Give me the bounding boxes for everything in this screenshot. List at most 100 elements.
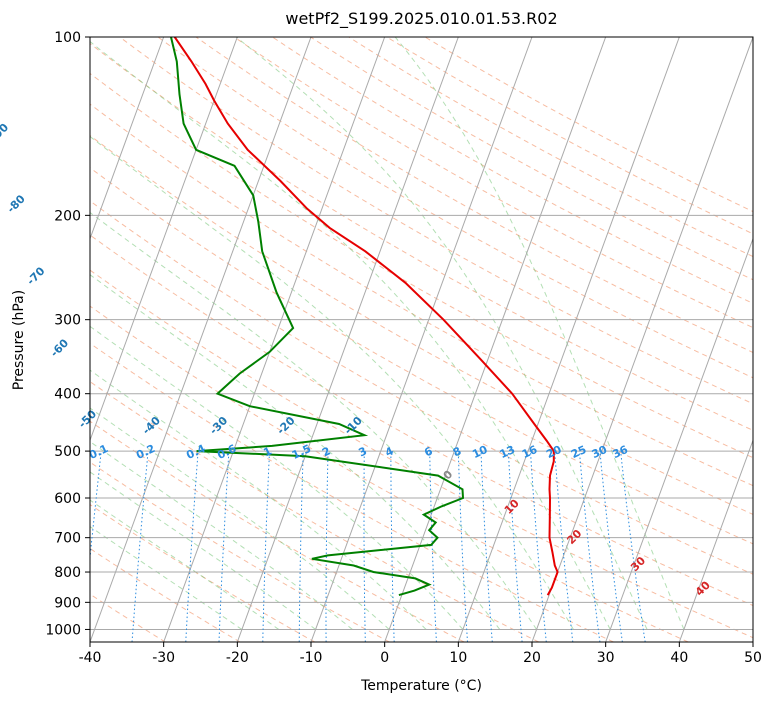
temperature-profile-line — [173, 37, 559, 596]
mixing-ratio-label: 0.4 — [184, 442, 207, 462]
x-tick-label: 20 — [523, 650, 541, 666]
mixing-ratio-label: 3 — [356, 445, 368, 460]
dry-adiabat-label: -90 — [0, 121, 11, 144]
x-tick-label: 30 — [597, 650, 615, 666]
dry-adiabat — [348, 37, 753, 258]
dry-adiabat — [386, 37, 753, 235]
x-tick-label: -10 — [300, 650, 323, 666]
dry-adiabat-label: -40 — [140, 414, 163, 437]
x-tick-label: 0 — [380, 650, 389, 666]
mixing-ratio-label: 30 — [590, 443, 610, 461]
dry-adiabat — [424, 37, 753, 213]
x-tick-label: 50 — [744, 650, 762, 666]
mixing-ratio-line — [529, 451, 547, 642]
moist-adiabat — [90, 40, 611, 630]
isotherm — [163, 37, 386, 642]
y-tick-label: 400 — [54, 387, 81, 403]
y-tick-label: 100 — [54, 30, 81, 46]
mixing-ratio-line — [554, 451, 574, 642]
moist-adiabat — [90, 499, 280, 630]
mixing-ratio-line — [620, 451, 646, 642]
dry-adiabat-label: -80 — [5, 192, 28, 215]
moist-adiabat — [90, 471, 316, 630]
plot-frame — [89, 36, 754, 643]
mixing-ratio-label: 10 — [470, 443, 490, 461]
mixing-ratio-label: 16 — [520, 443, 540, 461]
x-tick-label: 10 — [449, 650, 467, 666]
dry-adiabat — [90, 503, 315, 642]
mixing-ratio-label: 13 — [498, 443, 517, 461]
dry-adiabat — [90, 420, 465, 642]
isotherm — [384, 37, 607, 642]
dry-adiabat — [195, 37, 753, 353]
y-tick-label: 800 — [54, 565, 81, 581]
mixing-ratio-line — [325, 451, 329, 642]
mixing-ratio-label: 2 — [320, 445, 332, 460]
moist-adiabat — [235, 37, 648, 630]
x-tick-label: -30 — [152, 650, 175, 666]
mixing-ratio-line — [429, 451, 437, 642]
mixing-ratio-line — [218, 451, 230, 642]
dry-adiabat — [90, 103, 753, 487]
x-axis-label: Temperature (°C) — [361, 678, 482, 694]
isotherm — [310, 37, 533, 642]
mixing-ratio-label: 0.1 — [87, 442, 110, 462]
mixing-ratio-label: 25 — [569, 443, 588, 461]
moist-adiabat — [90, 407, 390, 630]
isotherm — [605, 237, 753, 642]
dry-adiabat-label: -50 — [76, 407, 99, 430]
y-axis-label: Pressure (hPa) — [11, 289, 27, 391]
y-tick-label: 1000 — [45, 622, 81, 638]
dry-adiabat — [310, 37, 753, 281]
isotherm — [90, 37, 238, 442]
dry-adiabat — [90, 269, 753, 639]
dry-adiabat — [90, 305, 689, 642]
mixing-ratio-line — [507, 451, 523, 642]
y-tick-label: 500 — [54, 444, 81, 460]
isotherm — [90, 37, 312, 642]
isotherm — [236, 37, 459, 642]
x-tick-label: -20 — [226, 650, 249, 666]
dry-adiabat — [119, 37, 753, 405]
y-tick-label: 700 — [54, 531, 81, 547]
dry-adiabat-label: -60 — [48, 336, 71, 359]
chart-title: wetPf2_S199.2025.010.01.53.R02 — [285, 9, 558, 28]
mixing-ratio-line — [262, 451, 270, 642]
dry-adiabat — [90, 547, 241, 642]
mixing-ratio-line — [457, 451, 468, 642]
dry-adiabat-label: -100 — [0, 46, 2, 75]
dry-adiabat — [90, 200, 753, 575]
y-tick-label: 300 — [54, 313, 81, 329]
dry-adiabat — [90, 381, 540, 642]
isotherm — [531, 37, 753, 642]
dry-adiabat — [90, 342, 614, 642]
isotherm — [457, 37, 680, 642]
mixing-ratio-line — [599, 451, 623, 642]
dry-adiabat — [90, 134, 753, 515]
mixing-ratio-label: 0.2 — [134, 442, 157, 462]
moist-adiabat — [394, 37, 685, 630]
mixing-ratio-label: 20 — [544, 443, 564, 461]
dry-adiabat-label: -30 — [207, 414, 230, 437]
mixing-ratio-line — [131, 451, 149, 642]
dry-adiabat — [157, 37, 753, 379]
isotherm — [752, 640, 753, 642]
moist-adiabat — [90, 274, 501, 630]
x-tick-label: 40 — [670, 650, 688, 666]
mixing-ratio-line — [578, 451, 601, 642]
isotherm — [678, 438, 753, 642]
dry-adiabat — [90, 72, 753, 459]
dewpoint-profile-line — [170, 37, 465, 597]
y-tick-label: 600 — [54, 491, 81, 507]
mixing-ratio-line — [90, 451, 102, 563]
plot-area — [90, 37, 753, 642]
dry-adiabat — [90, 167, 753, 545]
moist-adiabat — [90, 525, 243, 630]
dry-adiabat — [233, 37, 753, 329]
mixing-ratio-label: 8 — [451, 445, 463, 460]
moist-adiabat — [90, 135, 574, 630]
y-tick-label: 900 — [54, 595, 81, 611]
moist-adiabat — [90, 440, 353, 630]
dry-adiabat-label: -70 — [24, 264, 47, 287]
